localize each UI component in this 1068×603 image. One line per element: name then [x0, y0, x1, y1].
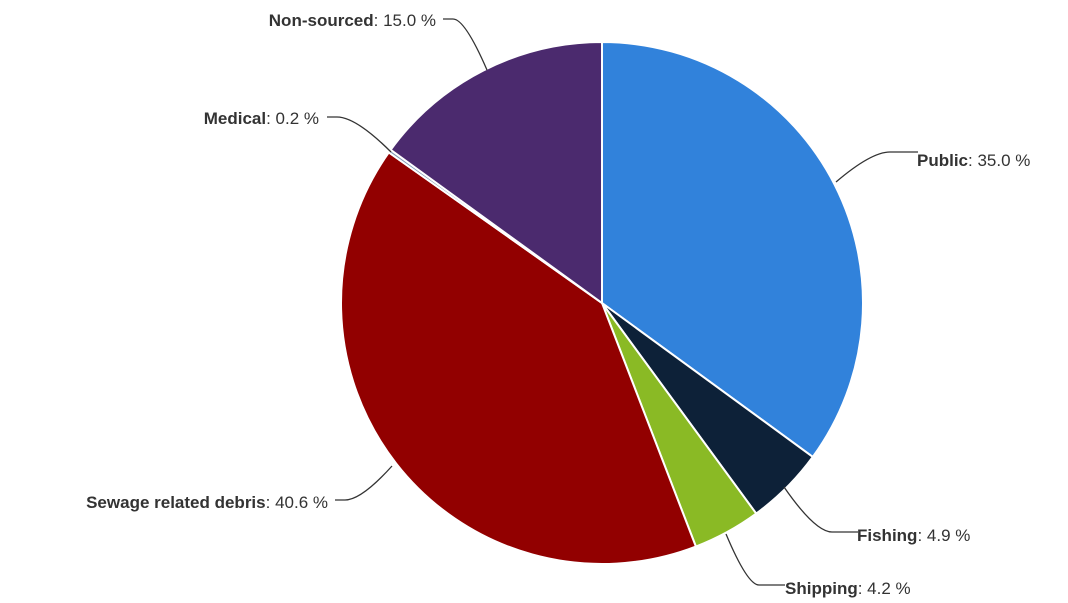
data-label-value: : 35.0 % — [968, 151, 1030, 170]
data-label-value: : 15.0 % — [374, 11, 436, 30]
leader-line-fishing — [783, 486, 858, 533]
pie-slice-public — [601, 41, 864, 458]
data-label-name: Non-sourced — [269, 11, 374, 30]
data-label-value: : 4.9 % — [917, 526, 970, 545]
data-label-name: Medical — [204, 109, 266, 128]
data-label-name: Public — [917, 151, 968, 170]
data-label-sewage-related-debris: Sewage related debris: 40.6 % — [86, 493, 328, 512]
pie-slice-sewage-related-debris — [340, 151, 697, 565]
data-label-name: Sewage related debris — [86, 493, 266, 512]
leader-line-non-sourced — [443, 18, 488, 71]
pie-slices — [340, 41, 864, 565]
data-label-name: Shipping — [785, 579, 858, 598]
data-label-medical: Medical: 0.2 % — [204, 109, 319, 128]
pie-labels: Public: 35.0 %Fishing: 4.9 %Shipping: 4.… — [86, 11, 1030, 598]
data-label-non-sourced: Non-sourced: 15.0 % — [269, 11, 436, 30]
data-label-value: : 0.2 % — [266, 109, 319, 128]
leader-line-sewage-related-debris — [335, 465, 393, 501]
data-label-shipping: Shipping: 4.2 % — [785, 579, 911, 598]
leader-line-shipping — [725, 533, 785, 586]
data-label-fishing: Fishing: 4.9 % — [857, 526, 970, 545]
data-label-public: Public: 35.0 % — [917, 151, 1030, 170]
leader-line-public — [835, 151, 918, 183]
data-label-value: : 4.2 % — [858, 579, 911, 598]
data-label-name: Fishing — [857, 526, 917, 545]
leader-line-medical — [327, 116, 392, 153]
pie-slice-non-sourced — [389, 41, 603, 304]
data-label-value: : 40.6 % — [266, 493, 328, 512]
